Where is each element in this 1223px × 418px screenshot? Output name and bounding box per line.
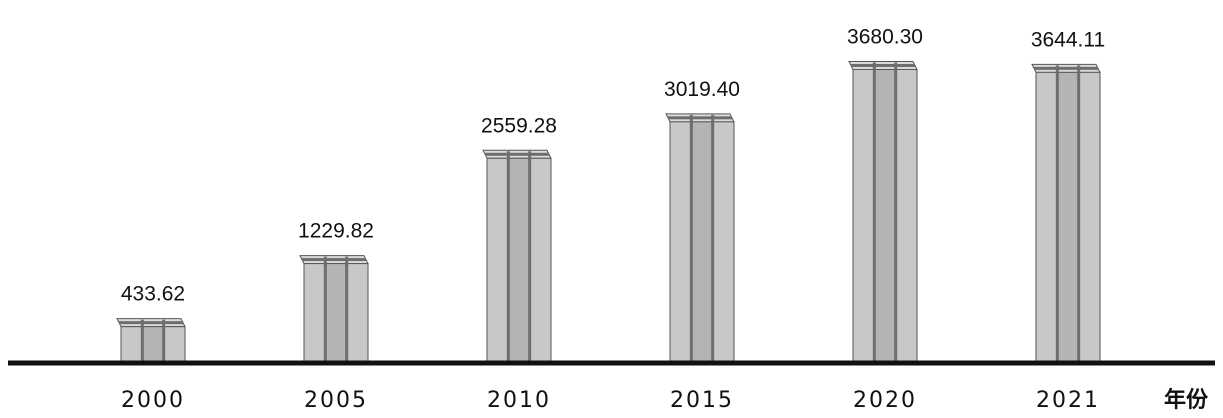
x-tick-label: 2005 xyxy=(304,388,368,413)
bar-stripe xyxy=(711,114,715,362)
bar-panel xyxy=(1035,71,1058,362)
bar-panel xyxy=(324,263,348,362)
bar-panel xyxy=(507,157,531,362)
bar-top-stripe xyxy=(851,63,915,67)
x-tick-label: 2015 xyxy=(670,388,734,413)
bar-stripe xyxy=(689,114,693,362)
x-tick-labels: 2000 2005 2010 2015 2020 2021 xyxy=(121,388,1100,413)
bar-panel xyxy=(852,68,875,362)
bar-panel xyxy=(346,263,369,362)
bar-top-stripe xyxy=(668,116,732,120)
bar-2005 xyxy=(299,255,369,362)
bar-stripe xyxy=(872,62,876,361)
bar-stripe xyxy=(345,256,349,361)
bar-stripe xyxy=(506,151,510,361)
x-tick-label: 2021 xyxy=(1036,388,1100,413)
bar-value-label: 3680.30 xyxy=(847,25,923,48)
bar-2021 xyxy=(1031,63,1101,362)
bar-top-stripe xyxy=(485,152,549,156)
x-tick-label: 2020 xyxy=(853,388,917,413)
bar-panel xyxy=(120,326,143,362)
bar-value-label: 3644.11 xyxy=(1031,28,1105,51)
bar-panel xyxy=(690,121,714,362)
bar-panel xyxy=(141,326,165,362)
bar-panel xyxy=(669,121,692,362)
bar-panel xyxy=(712,121,735,362)
x-tick-label: 2010 xyxy=(487,388,551,413)
bar-top-stripe xyxy=(119,321,183,325)
bar-panel xyxy=(895,68,918,362)
bar-panel xyxy=(163,326,186,362)
bar-value-label: 2559.28 xyxy=(481,114,557,137)
x-tick-label: 2000 xyxy=(121,388,185,413)
bar-value-label: 1229.82 xyxy=(298,220,374,243)
bar-value-label: 433.62 xyxy=(121,283,185,306)
bar-stripe xyxy=(162,319,166,361)
bar-stripe xyxy=(1055,65,1059,361)
bar-2020 xyxy=(848,60,918,362)
bar-panel xyxy=(486,157,509,362)
bar-stripe xyxy=(528,151,532,361)
bar-panel xyxy=(873,68,897,362)
bar-2015 xyxy=(665,113,735,362)
bar-stripe xyxy=(140,319,144,361)
bar-2000 xyxy=(116,318,186,362)
bar-panel xyxy=(1078,71,1101,362)
bar-top-stripe xyxy=(1034,66,1098,70)
bar-stripe xyxy=(323,256,327,361)
bar-panel xyxy=(1056,71,1080,362)
bar-panel xyxy=(303,263,326,362)
bar-stripe xyxy=(894,62,898,361)
bars-group: 433.62 1229.82 2559.28 3019.40 3680.30 3644.1… xyxy=(116,25,1105,362)
bar-2010 xyxy=(482,149,552,362)
bar-top-stripe xyxy=(302,258,366,262)
x-axis-unit-label: 年份 xyxy=(1164,387,1209,413)
bar-panel xyxy=(529,157,552,362)
bar-value-label: 3019.40 xyxy=(664,78,740,101)
bar-stripe xyxy=(1077,65,1081,361)
